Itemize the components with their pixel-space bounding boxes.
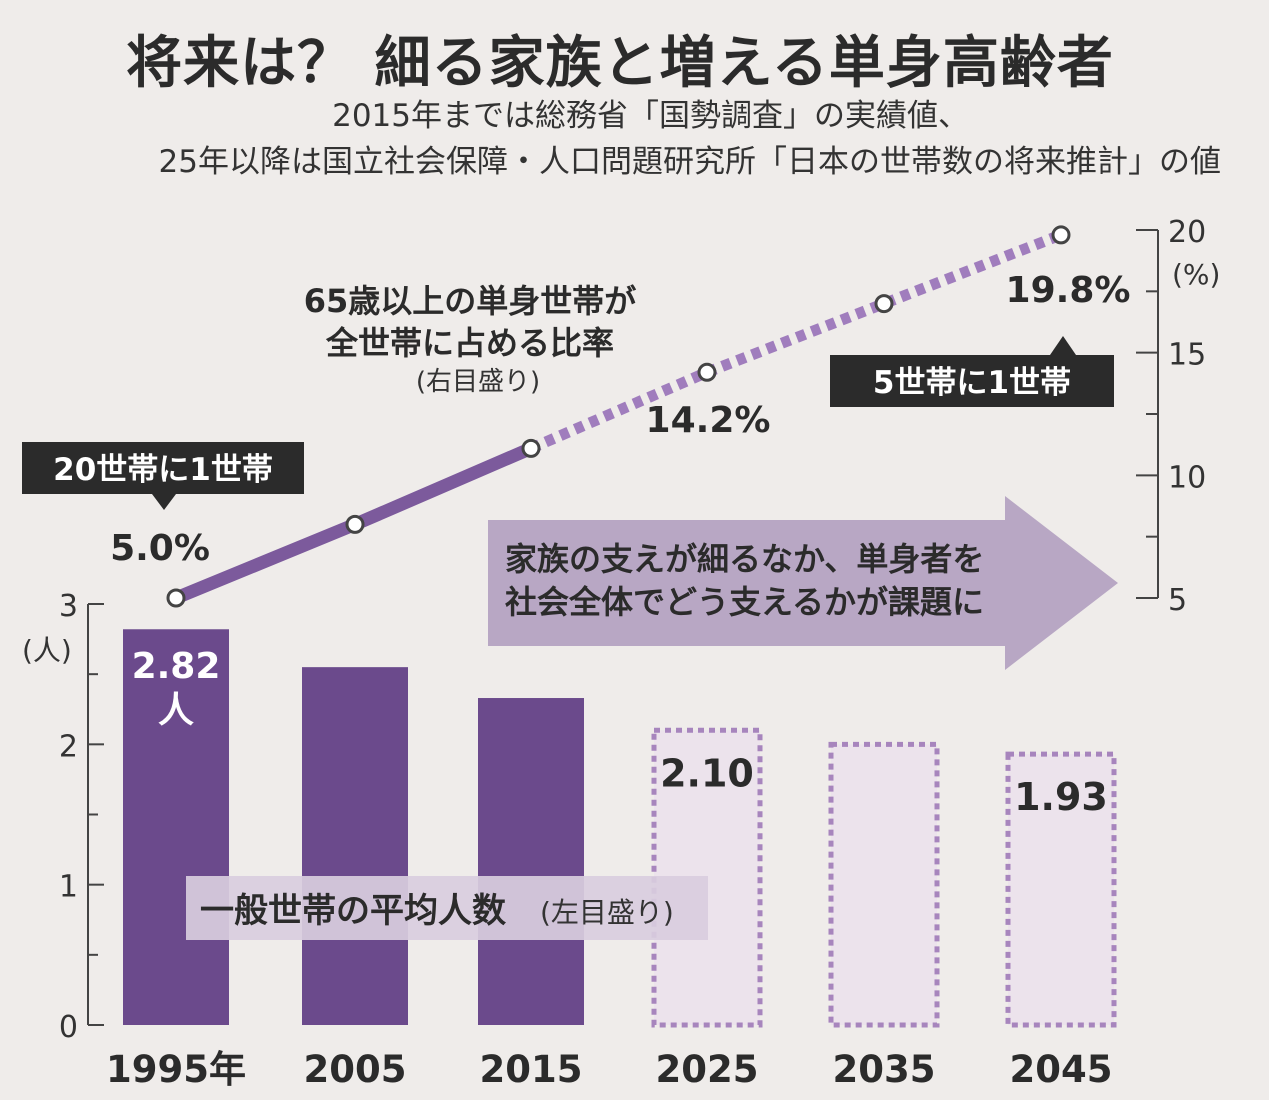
bar-series-label: 一般世帯の平均人数 [200, 891, 506, 931]
right-axis-tick-label: 15 [1168, 338, 1206, 373]
callout-box-left [22, 442, 304, 494]
bar-data-label-3: 2.10 [660, 751, 754, 795]
line-data-label-0: 5.0% [110, 528, 210, 569]
callout-box-right [830, 355, 1114, 407]
line-series-note: (右目盛り) [416, 367, 540, 397]
x-axis-label-0: 1995年 [106, 1048, 246, 1091]
line-data-label-5: 19.8% [1006, 270, 1131, 311]
right-axis-unit: (%) [1172, 258, 1220, 291]
callout-left: 20世帯に1世帯 [53, 452, 273, 488]
right-axis-tick-label: 20 [1168, 215, 1206, 250]
bar-series-note: (左目盛り) [540, 896, 674, 929]
right-axis-tick-label: 5 [1168, 583, 1187, 618]
bar-2 [478, 698, 584, 1025]
bar-forecast-3 [651, 727, 763, 1028]
bar-0 [123, 629, 229, 1025]
line-data-label-3: 14.2% [646, 400, 771, 441]
arrow-text-line-1: 家族の支えが細るなか、単身者を [505, 540, 984, 578]
callout-pointer-left [152, 494, 176, 510]
chart-title: 将来は？ 細る家族と増える単身高齢者 [126, 31, 1114, 96]
line-series-label-1: 65歳以上の単身世帯が [304, 282, 637, 320]
line-point-2 [521, 438, 541, 458]
bar-1 [302, 667, 408, 1025]
left-axis-tick-label: 1 [59, 870, 78, 905]
callout-pointer-right [1050, 336, 1076, 355]
line-point-0 [166, 588, 186, 608]
line-series-label-2: 全世帯に占める比率 [325, 324, 614, 362]
bar-forecast-4 [828, 741, 940, 1028]
line-point-4 [874, 294, 894, 314]
x-axis-label-2: 2015 [480, 1048, 583, 1091]
x-axis-label-4: 2035 [833, 1048, 936, 1091]
line-point-3 [697, 362, 717, 382]
subtitle-line-2: 25年以降は国立社会保障・人口問題研究所「日本の世帯数の将来推計」の値 [158, 144, 1221, 180]
left-axis-tick-label: 2 [59, 729, 78, 764]
left-axis-unit: (人) [22, 634, 72, 667]
bar-data-label-5: 1.93 [1014, 775, 1108, 819]
arrow-shape [488, 496, 1118, 670]
x-axis-label-1: 2005 [304, 1048, 407, 1091]
left-axis-tick-label: 3 [59, 589, 78, 624]
left-axis-tick-label: 0 [59, 1010, 78, 1045]
subtitle-line-1: 2015年までは総務省「国勢調査」の実績値、 [332, 98, 969, 134]
line-point-1 [345, 514, 365, 534]
right-axis-tick-label: 10 [1168, 460, 1206, 495]
x-axis-label-3: 2025 [656, 1048, 759, 1091]
bar-forecast-5 [1005, 751, 1117, 1028]
x-axis-label-5: 2045 [1010, 1048, 1113, 1091]
bar-data-label-0: 2.82 [132, 646, 221, 687]
callout-right: 5世帯に1世帯 [873, 365, 1071, 401]
arrow-text-line-2: 社会全体でどう支えるかが課題に [505, 583, 984, 621]
line-point-5 [1051, 225, 1071, 245]
bar-data-label-unit: 人 [158, 690, 194, 731]
bar-series-label-box [186, 876, 708, 940]
